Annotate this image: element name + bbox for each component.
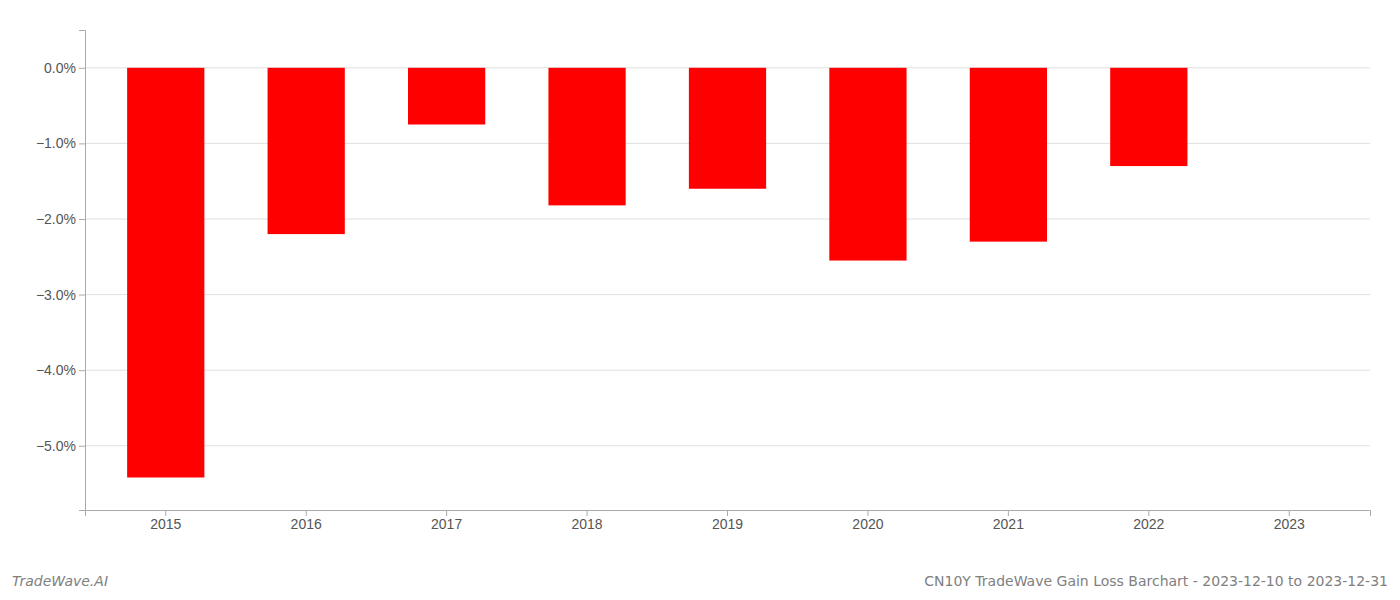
y-tick: −5.0% bbox=[36, 438, 85, 454]
x-tick-label: 2019 bbox=[712, 516, 743, 532]
x-tick: 2018 bbox=[571, 510, 602, 532]
y-tick-label: −1.0% bbox=[36, 135, 76, 151]
x-tick: 2023 bbox=[1274, 510, 1305, 532]
x-tick-label: 2017 bbox=[431, 516, 462, 532]
x-tick-label: 2023 bbox=[1274, 516, 1305, 532]
bar bbox=[408, 68, 485, 125]
chart: 0.0%−1.0%−2.0%−3.0%−4.0%−5.0%20152016201… bbox=[0, 0, 1400, 600]
y-tick-label: −3.0% bbox=[36, 287, 76, 303]
x-tick-label: 2016 bbox=[291, 516, 322, 532]
y-tick: −4.0% bbox=[36, 362, 85, 378]
bar bbox=[970, 68, 1047, 242]
y-tick: 0.0% bbox=[44, 60, 85, 76]
y-tick-label: −5.0% bbox=[36, 438, 76, 454]
grid bbox=[85, 68, 1370, 446]
y-axis-line bbox=[79, 31, 86, 511]
x-tick-label: 2021 bbox=[993, 516, 1024, 532]
plot-area bbox=[127, 68, 1187, 478]
title: CN10Y TradeWave Gain Loss Barchart - 202… bbox=[924, 573, 1388, 589]
grid-line bbox=[85, 445, 1370, 446]
y-tick-mark bbox=[79, 295, 85, 296]
bar bbox=[1110, 68, 1187, 166]
y-tick-mark bbox=[79, 143, 85, 144]
x-tick-label: 2020 bbox=[852, 516, 883, 532]
y-tick-label: 0.0% bbox=[44, 60, 76, 76]
grid-line bbox=[85, 370, 1370, 371]
x-tick: 2017 bbox=[431, 510, 462, 532]
bar bbox=[1251, 67, 1328, 68]
x-tick: 2022 bbox=[1133, 510, 1164, 532]
bar bbox=[548, 68, 625, 206]
bar bbox=[689, 68, 766, 189]
x-tick: 2021 bbox=[993, 510, 1024, 532]
x-tick: 2019 bbox=[712, 510, 743, 532]
watermark: TradeWave.AI bbox=[12, 573, 108, 589]
y-tick-mark bbox=[79, 68, 85, 69]
x-tick: 2016 bbox=[291, 510, 322, 532]
x-tick: 2015 bbox=[150, 510, 181, 532]
y-tick: −2.0% bbox=[36, 211, 85, 227]
bar bbox=[829, 68, 906, 261]
y-tick: −1.0% bbox=[36, 135, 85, 151]
x-axis: 2015 2016 2017 2018 2019 2020 2021 2022 2023 bbox=[86, 510, 1371, 532]
y-tick-mark bbox=[79, 219, 85, 220]
x-tick-label: 2015 bbox=[150, 516, 181, 532]
y-tick-label: −4.0% bbox=[36, 362, 76, 378]
x-tick: 2020 bbox=[852, 510, 883, 532]
y-tick-mark bbox=[79, 370, 85, 371]
y-tick-label: −2.0% bbox=[36, 211, 76, 227]
y-tick-mark bbox=[79, 446, 85, 447]
y-tick: −3.0% bbox=[36, 287, 85, 303]
x-tick-label: 2022 bbox=[1133, 516, 1164, 532]
y-axis: 0.0% −1.0% −2.0% −3.0% −4.0% −5.0% bbox=[36, 31, 86, 511]
bar bbox=[127, 68, 204, 478]
x-tick-label: 2018 bbox=[571, 516, 602, 532]
bar bbox=[268, 68, 345, 234]
grid-line bbox=[85, 294, 1370, 295]
